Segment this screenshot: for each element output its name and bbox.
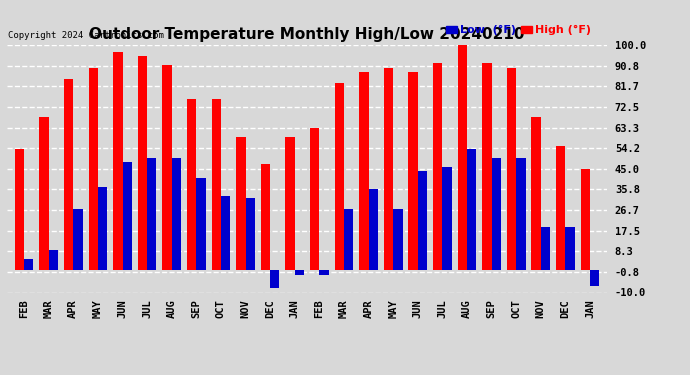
- Bar: [384, 68, 393, 270]
- Bar: [187, 99, 197, 270]
- Bar: [64, 79, 73, 270]
- Bar: [507, 68, 516, 270]
- Bar: [172, 158, 181, 270]
- Bar: [565, 227, 575, 270]
- Bar: [123, 162, 132, 270]
- Bar: [442, 166, 452, 270]
- Bar: [73, 209, 83, 270]
- Bar: [24, 259, 34, 270]
- Bar: [393, 209, 402, 270]
- Bar: [516, 158, 526, 270]
- Bar: [344, 209, 353, 270]
- Bar: [286, 137, 295, 270]
- Bar: [246, 198, 255, 270]
- Bar: [236, 137, 246, 270]
- Bar: [212, 99, 221, 270]
- Bar: [335, 83, 344, 270]
- Bar: [531, 117, 541, 270]
- Bar: [408, 72, 417, 270]
- Bar: [368, 189, 378, 270]
- Text: Copyright 2024 Cartronics.com: Copyright 2024 Cartronics.com: [8, 31, 164, 40]
- Bar: [433, 63, 442, 270]
- Bar: [482, 63, 491, 270]
- Bar: [147, 158, 157, 270]
- Bar: [310, 128, 319, 270]
- Bar: [162, 65, 172, 270]
- Bar: [221, 196, 230, 270]
- Bar: [417, 171, 427, 270]
- Bar: [270, 270, 279, 288]
- Bar: [49, 250, 58, 270]
- Bar: [457, 45, 467, 270]
- Bar: [261, 164, 270, 270]
- Bar: [39, 117, 49, 270]
- Title: Outdoor Temperature Monthly High/Low 20240210: Outdoor Temperature Monthly High/Low 202…: [89, 27, 525, 42]
- Legend: Low  (°F), High (°F): Low (°F), High (°F): [442, 21, 595, 40]
- Bar: [319, 270, 328, 274]
- Bar: [590, 270, 600, 286]
- Bar: [98, 187, 107, 270]
- Bar: [541, 227, 550, 270]
- Bar: [359, 72, 368, 270]
- Bar: [197, 178, 206, 270]
- Bar: [491, 158, 501, 270]
- Bar: [467, 148, 476, 270]
- Bar: [138, 56, 147, 270]
- Bar: [580, 169, 590, 270]
- Bar: [113, 52, 123, 270]
- Bar: [295, 270, 304, 274]
- Bar: [14, 148, 24, 270]
- Bar: [88, 68, 98, 270]
- Bar: [556, 146, 565, 270]
